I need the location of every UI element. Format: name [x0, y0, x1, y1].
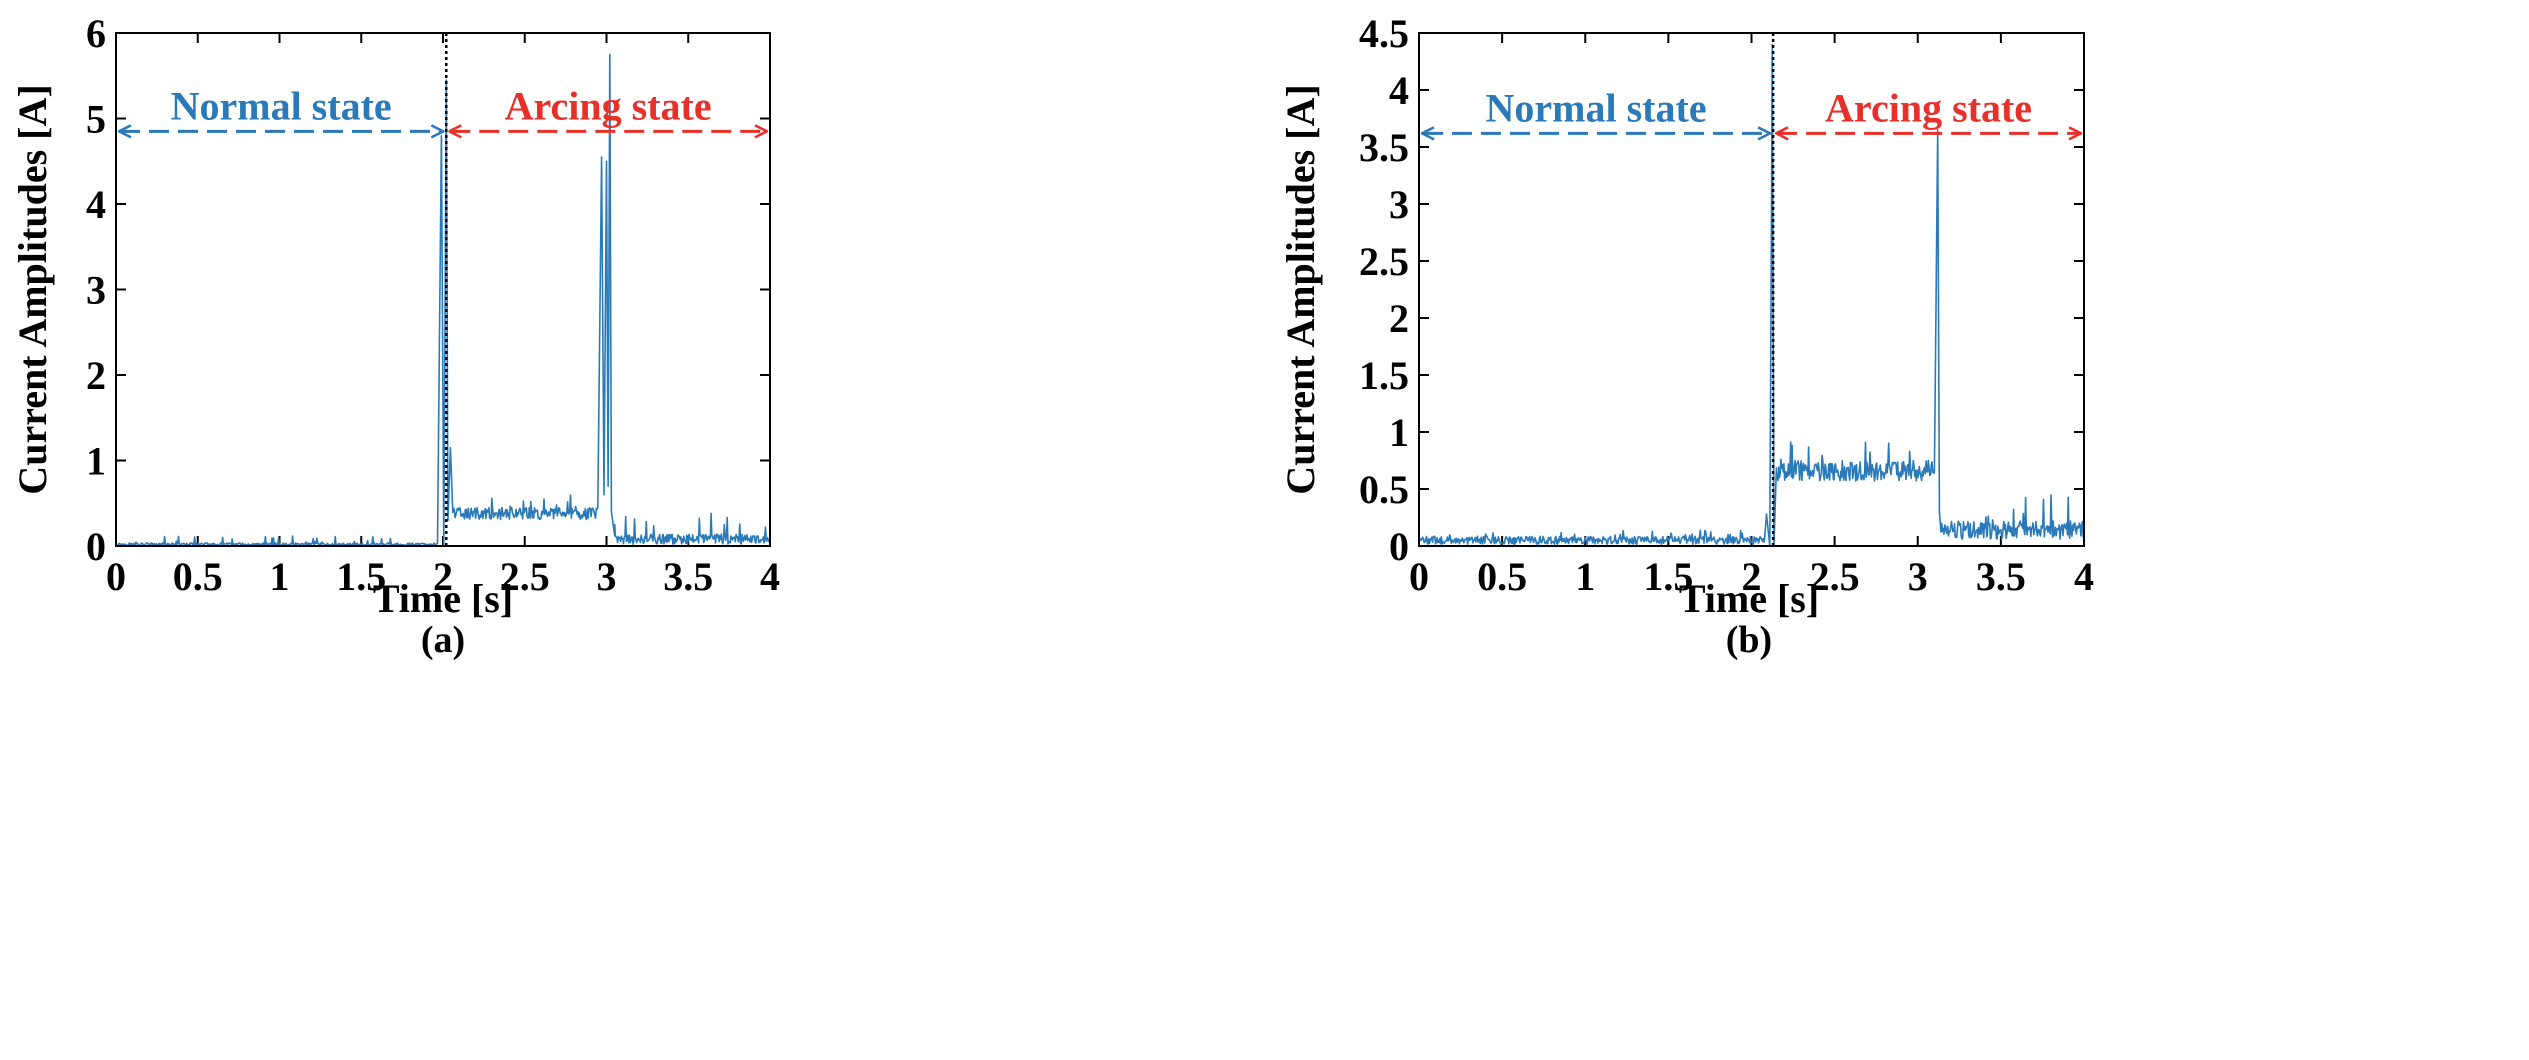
y-tick-label: 2.5: [1359, 239, 1409, 284]
chart-panel-a: 0 0.5 1 1.5 2 2.5 3 3.5 4 0 1 2 3 4 5 6 Normal state Ar…: [0, 0, 1264, 1060]
x-tick-label: 0.5: [1477, 554, 1527, 599]
y-axis-label: Current Amplitudes [A]: [10, 84, 55, 494]
x-axis-label: Time [s]: [1679, 576, 1819, 621]
x-tick-label: 4: [760, 554, 780, 599]
x-tick-label: 1: [1575, 554, 1595, 599]
y-tick-labels: 0 0.5 1 1.5 2 2.5 3 3.5 4 4.5: [1359, 11, 2084, 569]
panel-caption: (a): [421, 619, 465, 661]
y-tick-label: 5: [86, 97, 106, 142]
state-label-1: Arcing state: [505, 83, 712, 128]
state-annotations: Normal state Arcing state: [120, 33, 766, 546]
y-tick-label: 0.5: [1359, 467, 1409, 512]
axes-frame: [1418, 32, 2085, 547]
axes-box: [1418, 32, 2085, 547]
y-tick-label: 3: [1389, 182, 1409, 227]
axes-box: [115, 32, 771, 547]
x-tick-label: 2: [1742, 554, 1762, 599]
chart-panel-b: 0 0.5 1 1.5 2 2.5 3 3.5 4 0 0.5 1 1.5 2 2.5 3 3.5 4 4.5 N…: [1264, 0, 2529, 1060]
x-tick-label: 0: [106, 554, 126, 599]
panel-caption: (b): [1726, 619, 1772, 661]
state-label-0: Normal state: [1486, 85, 1707, 130]
x-axis-label: Time [s]: [373, 576, 513, 621]
y-tick-label: 2: [86, 353, 106, 398]
y-tick-label: 4: [1389, 68, 1409, 113]
x-tick-label: 0.5: [173, 554, 223, 599]
y-tick-label: 1: [1389, 410, 1409, 455]
y-axis-label: Current Amplitudes [A]: [1278, 84, 1323, 494]
x-tick-label: 1.5: [1643, 554, 1693, 599]
y-tick-label: 1.5: [1359, 353, 1409, 398]
x-tick-labels: 0 0.5 1 1.5 2 2.5 3 3.5 4: [1409, 33, 2094, 599]
series-path-current: [1418, 43, 2085, 547]
chart-b-svg: 0 0.5 1 1.5 2 2.5 3 3.5 4 00.511.522.533.544.5 N…: [1278, 11, 2094, 661]
current-series-line: [1418, 43, 2085, 547]
y-tick-label: 2: [1389, 296, 1409, 341]
y-tick-label: 0: [1389, 524, 1409, 569]
x-tick-label: 1: [270, 554, 290, 599]
y-tick-label: 4.5: [1359, 11, 1409, 56]
axes-frame: [115, 32, 771, 547]
x-tick-label: 3: [597, 554, 617, 599]
y-tick-label: 3: [86, 268, 106, 313]
y-tick-label: 3.5: [1359, 125, 1409, 170]
y-tick-label: 0: [86, 524, 106, 569]
x-tick-label: 3.5: [1976, 554, 2026, 599]
x-tick-label: 2: [433, 554, 453, 599]
x-tick-label: 4: [2074, 554, 2094, 599]
y-tick-label: 1: [86, 439, 106, 484]
x-tick-label: 2.5: [500, 554, 550, 599]
state-annotations: Normal state Arcing state: [1423, 33, 2080, 546]
y-tick-label: 6: [86, 11, 106, 56]
state-label-1: Arcing state: [1825, 85, 2032, 130]
x-tick-label: 3: [1908, 554, 1928, 599]
x-tick-label: 3.5: [663, 554, 713, 599]
x-tick-label: 0: [1409, 554, 1429, 599]
x-tick-label: 2.5: [1810, 554, 1860, 599]
y-tick-label: 4: [86, 182, 106, 227]
x-tick-label: 1.5: [336, 554, 386, 599]
chart-a-svg: 0 0.5 1 1.5 2 2.5 3 3.5 4 0 1 2 3 4 5 6 Normal state Ar…: [10, 11, 780, 661]
state-label-0: Normal state: [171, 83, 392, 128]
